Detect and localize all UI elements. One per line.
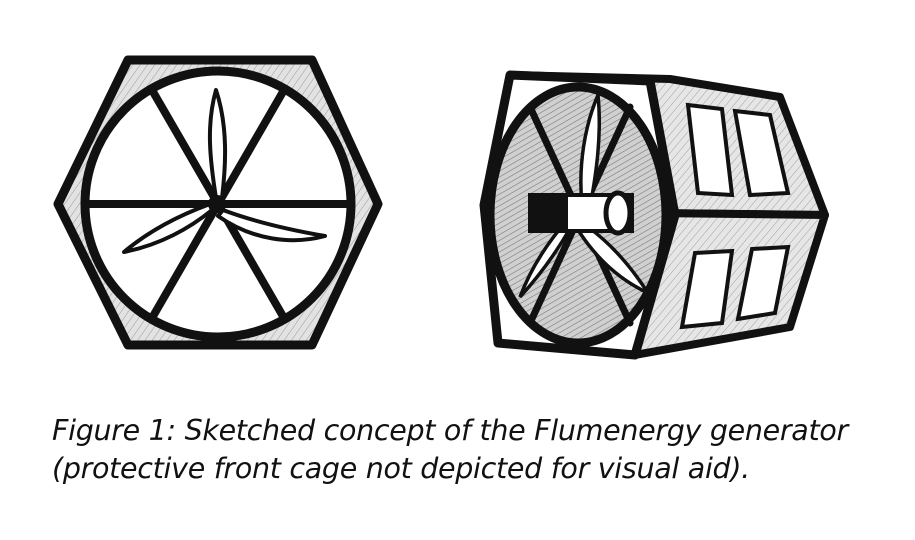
caption-line-1: Figure 1: Sketched concept of the Flumen… [52, 414, 848, 447]
front-view-sketch [53, 55, 383, 350]
figure-caption: Figure 1: Sketched concept of the Flumen… [52, 412, 912, 488]
turbine-hub [208, 195, 226, 213]
side-panels [679, 102, 791, 330]
caption-line-2: (protective front cage not depicted for … [52, 452, 750, 485]
turbine-blades [122, 88, 327, 254]
iso-turbine-blades [518, 88, 653, 299]
figure [53, 55, 829, 360]
hub-cylinder [528, 190, 634, 236]
isometric-view-sketch [479, 70, 829, 360]
